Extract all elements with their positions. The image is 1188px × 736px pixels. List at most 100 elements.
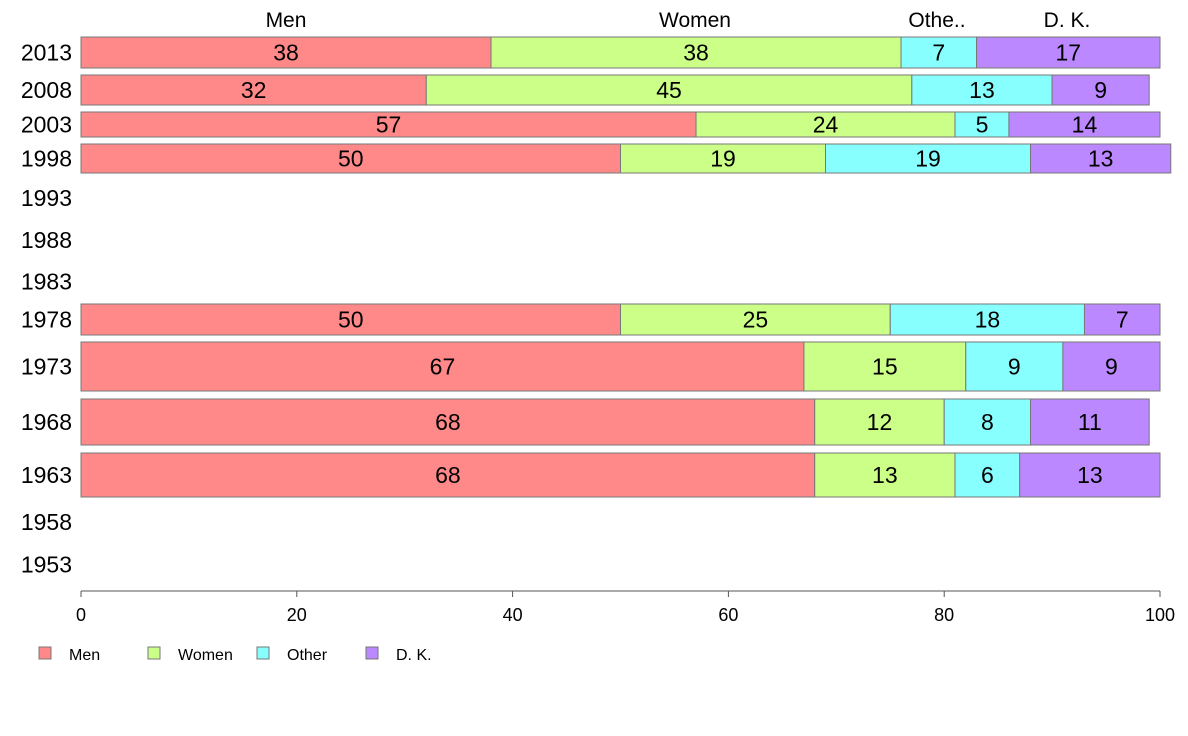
- bar-row-1978: 1978 50 25 18 7: [21, 303, 1161, 336]
- bar-segment-women: [695, 111, 956, 138]
- data-label: 5: [976, 112, 989, 138]
- data-label: 7: [1116, 307, 1129, 333]
- category-label: 1953: [21, 552, 72, 578]
- bar-segment-dk: [1030, 143, 1172, 174]
- data-label: 9: [1094, 77, 1107, 103]
- data-label: 13: [1088, 146, 1114, 172]
- data-label: 24: [813, 112, 839, 138]
- top-labels: Men Women Othe.. D. K.: [266, 9, 1091, 32]
- data-label: 14: [1072, 112, 1098, 138]
- data-label: 38: [683, 40, 709, 66]
- bar-row-1963: 1963 68 13 6 13: [21, 452, 1161, 498]
- category-label: 1978: [21, 307, 72, 333]
- bar-row-1998: 1998 50 19 19 13: [21, 143, 1172, 174]
- bar-segment-other: [943, 398, 1032, 446]
- data-label: 18: [975, 307, 1001, 333]
- bar-segment-men: [80, 111, 697, 138]
- x-tick-label: 40: [503, 605, 523, 625]
- data-label: 7: [932, 40, 945, 66]
- x-axis: 0 20 40 60 80 100: [76, 590, 1175, 625]
- x-tick-label: 20: [287, 605, 307, 625]
- legend-swatch: [147, 646, 161, 660]
- data-label: 13: [872, 462, 898, 488]
- category-label: 1998: [21, 146, 72, 172]
- category-label: 1993: [21, 185, 72, 211]
- data-label: 38: [273, 40, 299, 66]
- bar-segment-men: [80, 143, 621, 174]
- top-label-dk: D. K.: [1044, 9, 1091, 32]
- bar-segment-men: [80, 303, 621, 336]
- bar-segment-other: [965, 341, 1064, 392]
- data-label: 13: [969, 77, 995, 103]
- legend-swatch: [38, 646, 52, 660]
- legend-label: D. K.: [396, 647, 432, 664]
- bar-segment-women: [803, 341, 967, 392]
- data-label: 50: [338, 146, 364, 172]
- data-label: 8: [981, 409, 994, 435]
- bar-row-1973: 1973 67 15 9 9: [21, 341, 1161, 392]
- category-label: 2013: [21, 40, 72, 66]
- data-label: 68: [435, 409, 461, 435]
- data-label: 45: [656, 77, 682, 103]
- bar-row-1983: 1983: [21, 269, 72, 295]
- bar-segment-women: [425, 74, 913, 106]
- bar-segment-men: [80, 341, 805, 392]
- data-label: 50: [338, 307, 364, 333]
- legend-label: Men: [69, 647, 100, 664]
- bar-segment-other: [889, 303, 1085, 336]
- bar-segment-men: [80, 36, 492, 69]
- bar-segment-dk: [1051, 74, 1150, 106]
- bar-segment-other: [911, 74, 1053, 106]
- data-label: 32: [241, 77, 267, 103]
- bar-segment-men: [80, 74, 427, 106]
- data-label: 67: [430, 354, 456, 380]
- data-label: 19: [710, 146, 736, 172]
- data-label: 17: [1055, 40, 1081, 66]
- category-label: 2008: [21, 77, 72, 103]
- bar-segment-men: [80, 452, 816, 498]
- top-label-women: Women: [659, 9, 731, 32]
- legend-item-dk: D. K.: [365, 646, 432, 664]
- data-label: 9: [1008, 354, 1021, 380]
- bar-segment-other: [954, 452, 1021, 498]
- bar-segment-men: [80, 398, 816, 446]
- legend-label: Women: [178, 647, 233, 664]
- bar-segment-dk: [1019, 452, 1161, 498]
- legend-item-women: Women: [147, 646, 233, 664]
- data-label: 13: [1077, 462, 1103, 488]
- legend-item-other: Other: [256, 646, 328, 664]
- data-label: 11: [1078, 409, 1102, 435]
- bar-segment-dk: [1062, 341, 1161, 392]
- category-label: 2003: [21, 112, 72, 138]
- data-label: 9: [1105, 354, 1118, 380]
- data-label: 68: [435, 462, 461, 488]
- data-label: 6: [981, 462, 994, 488]
- data-label: 19: [915, 146, 941, 172]
- bar-row-1988: 1988: [21, 227, 72, 253]
- category-label: 1973: [21, 354, 72, 380]
- bar-segment-dk: [976, 36, 1161, 69]
- bar-segment-women: [620, 303, 891, 336]
- x-tick-label: 80: [934, 605, 954, 625]
- legend-swatch: [365, 646, 379, 660]
- bar-row-2003: 2003 57 24 5 14: [21, 111, 1161, 138]
- x-tick-label: 100: [1145, 605, 1175, 625]
- x-tick-label: 60: [718, 605, 738, 625]
- legend-label: Other: [287, 647, 328, 664]
- category-label: 1983: [21, 269, 72, 295]
- category-label: 1958: [21, 509, 72, 535]
- top-label-other: Othe..: [908, 9, 965, 32]
- bar-segment-women: [490, 36, 902, 69]
- x-tick-label: 0: [76, 605, 86, 625]
- bar-row-1968: 1968 68 12 8 11: [21, 398, 1150, 446]
- bar-row-1993: 1993: [21, 185, 72, 211]
- top-label-men: Men: [266, 9, 307, 32]
- category-label: 1988: [21, 227, 72, 253]
- data-label: 25: [743, 307, 769, 333]
- legend-item-men: Men: [38, 646, 100, 664]
- bar-segment-dk: [1083, 303, 1161, 336]
- bar-row-1958: 1958: [21, 509, 72, 535]
- bar-segment-dk: [1030, 398, 1150, 446]
